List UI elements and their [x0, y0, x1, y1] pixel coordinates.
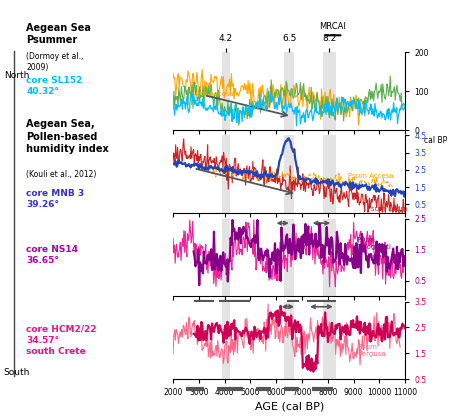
Text: Psum
Pergusa: Psum Pergusa [359, 344, 386, 357]
Text: Psum Accesa: Psum Accesa [189, 91, 234, 97]
Bar [284, 135, 294, 213]
Text: Aegean Sea
Psummer: Aegean Sea Psummer [26, 23, 91, 45]
Text: (Kouli et al., 2012): (Kouli et al., 2012) [26, 170, 96, 178]
Text: cal BP: cal BP [424, 136, 447, 145]
Bar [323, 135, 336, 213]
Text: core NS14
36.65°: core NS14 36.65° [26, 245, 78, 265]
Bar [323, 302, 336, 379]
Text: (Dormoy et al.,
2009): (Dormoy et al., 2009) [26, 52, 83, 72]
Text: Psum Accesa: Psum Accesa [348, 173, 394, 178]
Bar [222, 302, 230, 379]
Bar [284, 52, 294, 130]
Bar [222, 135, 230, 213]
Text: core MNB 3
39.26°: core MNB 3 39.26° [26, 189, 84, 210]
Bar [284, 302, 294, 379]
Bar [323, 218, 336, 296]
Text: Psum Ledro: Psum Ledro [366, 206, 407, 212]
Bar [284, 218, 294, 296]
Text: South: South [4, 368, 30, 378]
X-axis label: AGE (cal BP): AGE (cal BP) [255, 401, 324, 411]
Text: Psum
Trifoglietti: Psum Trifoglietti [356, 237, 391, 250]
Text: core HCM2/22
34.57°
south Crete: core HCM2/22 34.57° south Crete [26, 325, 97, 356]
Text: MRCAI: MRCAI [319, 22, 346, 31]
Text: North: North [4, 71, 29, 80]
Text: Aegean Sea,
Pollen-based
humidity index: Aegean Sea, Pollen-based humidity index [26, 119, 109, 154]
Text: core SL152
40.32°: core SL152 40.32° [26, 76, 82, 96]
Bar [222, 52, 230, 130]
Bar [323, 52, 336, 130]
Bar [222, 218, 230, 296]
